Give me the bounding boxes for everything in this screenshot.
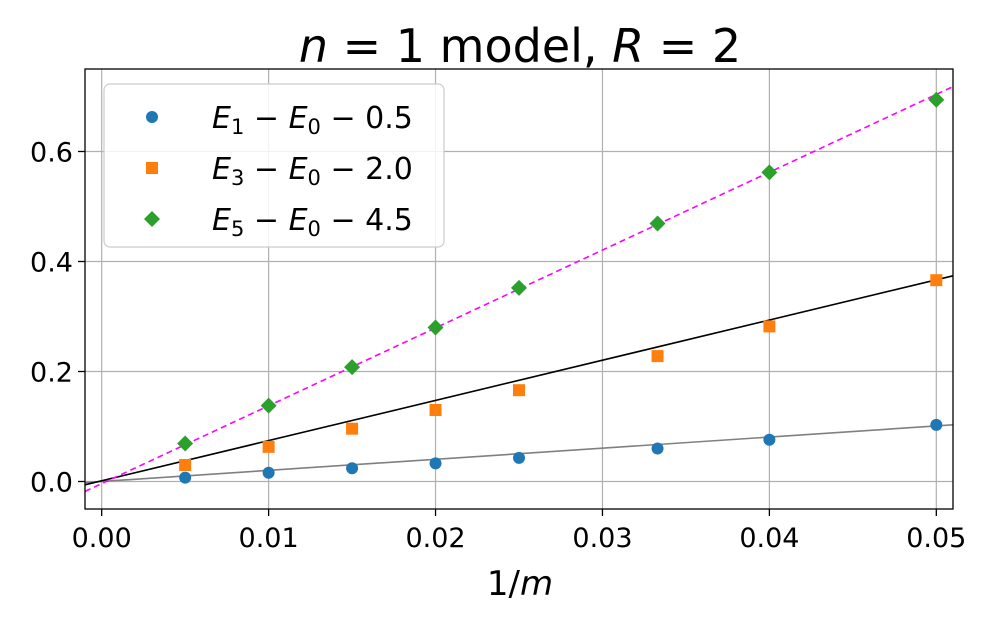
x-tick-label: 0.05 [906, 523, 966, 554]
x-tick-label: 0.03 [572, 523, 632, 554]
legend-label-term: E [212, 101, 231, 136]
fit-line [84, 275, 954, 486]
data-point-diamond [649, 215, 666, 232]
x-axis-label: 1/m [487, 564, 553, 604]
chart-title: n = 1 model, R = 2 [299, 19, 741, 73]
data-point-diamond [260, 397, 277, 414]
data-point-square [763, 320, 776, 333]
data-point-diamond [511, 279, 527, 296]
plot-frame [84, 68, 954, 510]
data-point-square [179, 459, 192, 471]
y-tick-label: 0.4 [30, 248, 73, 279]
axis-ticks-layer: 0.00 0.01 0.02 0.03 0.04 0.05 0.0 0.2 0.4 0.6 [30, 138, 966, 555]
title-text-middle: = 1 model, [328, 19, 612, 73]
legend-label-term: E [289, 152, 308, 187]
data-point-square [262, 440, 275, 453]
y-tick-label: 0.6 [30, 138, 73, 169]
x-tick-label: 0.01 [239, 523, 299, 554]
x-tick-label: 0.02 [405, 523, 465, 554]
data-point-square [651, 350, 664, 363]
data-point-diamond [427, 319, 444, 336]
x-tick-label: 0.04 [739, 523, 799, 554]
legend-label-constant: 0.5 [365, 101, 413, 136]
legend-label-operator: − [321, 152, 365, 187]
legend-label-constant: 2.0 [365, 152, 413, 187]
legend-label-operator: − [321, 101, 365, 136]
legend-label-subscript: 0 [308, 166, 321, 190]
x-axis-label-num: 1/ [487, 564, 521, 604]
legend-label-operator: − [244, 101, 288, 136]
data-points-layer [177, 91, 945, 484]
legend-label-subscript: 0 [308, 115, 321, 139]
data-point-circle [179, 471, 192, 484]
y-tick-label: 0.0 [30, 468, 73, 499]
title-var-r: R [612, 19, 644, 73]
legend-marker-circle [146, 111, 158, 123]
data-point-circle [763, 433, 776, 446]
legend-label-operator: − [321, 203, 365, 238]
legend-label-subscript: 1 [231, 115, 244, 139]
legend-box [103, 83, 445, 248]
data-point-square [930, 274, 943, 287]
legend-label-operator: − [244, 152, 288, 187]
legend: E1 − E0 − 0.5E3 − E0 − 2.0E5 − E0 − 4.5 [103, 83, 445, 248]
legend-label-term: E [289, 203, 308, 238]
data-point-circle [930, 418, 943, 431]
data-point-circle [651, 442, 664, 455]
legend-label: E3 − E0 − 2.0 [212, 152, 413, 190]
legend-label-constant: 4.5 [365, 203, 413, 238]
legend-label-term: E [212, 152, 231, 187]
title-var-n: n [299, 19, 328, 73]
data-point-diamond [761, 164, 778, 181]
x-axis-label-var: m [520, 564, 553, 604]
title-text-end: = 2 [644, 19, 741, 73]
x-tick-label: 0.00 [72, 523, 132, 554]
data-point-square [513, 384, 525, 397]
data-point-square [429, 404, 442, 416]
legend-marker-diamond [144, 211, 160, 227]
data-point-circle [429, 457, 442, 470]
legend-label-term: E [289, 101, 308, 136]
data-point-diamond [344, 359, 361, 376]
data-point-circle [262, 466, 275, 479]
legend-marker-square [146, 162, 158, 174]
y-tick-label: 0.2 [30, 358, 73, 389]
legend-label: E5 − E0 − 4.5 [212, 203, 413, 241]
legend-label-operator: − [244, 203, 288, 238]
data-point-circle [513, 451, 525, 464]
legend-label-subscript: 0 [308, 217, 321, 241]
legend-label: E1 − E0 − 0.5 [212, 101, 413, 139]
legend-label-subscript: 5 [231, 217, 244, 241]
data-point-diamond [928, 91, 945, 108]
legend-label-subscript: 3 [231, 166, 244, 190]
data-point-circle [346, 462, 359, 475]
data-point-diamond [177, 435, 194, 452]
data-point-square [346, 422, 359, 435]
legend-label-term: E [212, 203, 231, 238]
